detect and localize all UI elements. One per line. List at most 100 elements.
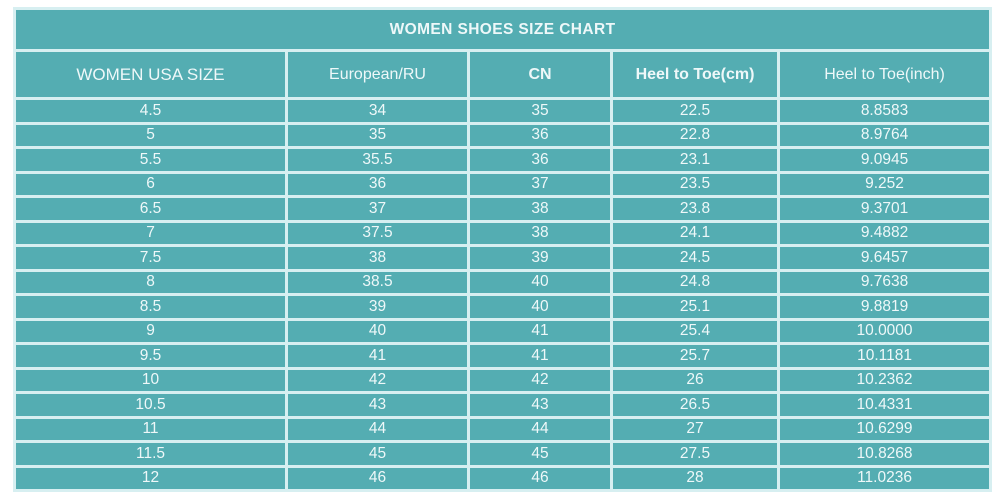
table-row: 6 36 37 23.5 9.252 [16,173,990,195]
table-cell: 28 [613,467,777,489]
table-cell: 6 [16,173,285,195]
table-cell: 8 [16,271,285,293]
table-cell: 27.5 [613,443,777,465]
table-cell: 43 [288,394,467,416]
table-cell: 22.5 [613,100,777,122]
table-cell: 44 [470,418,610,440]
table-cell: 9.0945 [780,149,990,171]
table-cell: 42 [288,369,467,391]
table-row: 8.5 39 40 25.1 9.8819 [16,296,990,318]
table-cell: 46 [288,467,467,489]
table-cell: 9.7638 [780,271,990,293]
table-title-row: WOMEN SHOES SIZE CHART [16,10,990,49]
column-header-heel-to-toe-cm: Heel to Toe(cm) [613,52,777,97]
table-cell: 42 [470,369,610,391]
table-cell: 10.2362 [780,369,990,391]
table-cell: 37 [470,173,610,195]
table-cell: 11 [16,418,285,440]
table-cell: 39 [288,296,467,318]
table-cell: 46 [470,467,610,489]
table-row: 7 37.5 38 24.1 9.4882 [16,222,990,244]
table-row: 5.5 35.5 36 23.1 9.0945 [16,149,990,171]
table-row: 5 35 36 22.8 8.9764 [16,124,990,146]
column-header-usa-size: WOMEN USA SIZE [16,52,285,97]
table-cell: 41 [288,345,467,367]
table-cell: 24.5 [613,247,777,269]
table-row: 4.5 34 35 22.5 8.8583 [16,100,990,122]
table-cell: 25.1 [613,296,777,318]
table-row: 11.5 45 45 27.5 10.8268 [16,443,990,465]
table-cell: 6.5 [16,198,285,220]
table-cell: 9.3701 [780,198,990,220]
table-cell: 34 [288,100,467,122]
table-cell: 7.5 [16,247,285,269]
table-cell: 10 [16,369,285,391]
table-cell: 9.8819 [780,296,990,318]
table-cell: 24.8 [613,271,777,293]
table-row: 10 42 42 26 10.2362 [16,369,990,391]
table-cell: 24.1 [613,222,777,244]
table-cell: 10.5 [16,394,285,416]
table-cell: 8.8583 [780,100,990,122]
table-cell: 9.5 [16,345,285,367]
column-header-european-ru: European/RU [288,52,467,97]
table-row: 9.5 41 41 25.7 10.1181 [16,345,990,367]
table-cell: 26 [613,369,777,391]
table-title: WOMEN SHOES SIZE CHART [16,10,990,49]
table-cell: 23.5 [613,173,777,195]
table-cell: 41 [470,320,610,342]
table-cell: 4.5 [16,100,285,122]
table-cell: 5 [16,124,285,146]
table-row: 7.5 38 39 24.5 9.6457 [16,247,990,269]
table-cell: 37 [288,198,467,220]
table-cell: 11.5 [16,443,285,465]
table-cell: 36 [288,173,467,195]
table-cell: 44 [288,418,467,440]
table-cell: 11.0236 [780,467,990,489]
column-header-cn: CN [470,52,610,97]
table-cell: 8.5 [16,296,285,318]
table-cell: 45 [470,443,610,465]
table-row: 10.5 43 43 26.5 10.4331 [16,394,990,416]
table-cell: 39 [470,247,610,269]
table-cell: 38 [288,247,467,269]
table-cell: 8.9764 [780,124,990,146]
table-cell: 38 [470,222,610,244]
table-cell: 23.1 [613,149,777,171]
table-cell: 27 [613,418,777,440]
table-cell: 35 [470,100,610,122]
table-cell: 40 [470,296,610,318]
table-row: 6.5 37 38 23.8 9.3701 [16,198,990,220]
table-cell: 37.5 [288,222,467,244]
table-cell: 9.252 [780,173,990,195]
table-cell: 23.8 [613,198,777,220]
table-row: 9 40 41 25.4 10.0000 [16,320,990,342]
table-row: 8 38.5 40 24.8 9.7638 [16,271,990,293]
table-cell: 36 [470,124,610,146]
table-row: 12 46 46 28 11.0236 [16,467,990,489]
table-cell: 9 [16,320,285,342]
table-cell: 35 [288,124,467,146]
table-cell: 7 [16,222,285,244]
table-cell: 12 [16,467,285,489]
table-cell: 10.1181 [780,345,990,367]
table-cell: 9.4882 [780,222,990,244]
table-cell: 5.5 [16,149,285,171]
size-table-body: 4.5 34 35 22.5 8.8583 5 35 36 22.8 8.9764 5.5 35.5 3… [16,100,990,489]
table-cell: 40 [470,271,610,293]
table-cell: 10.0000 [780,320,990,342]
table-cell: 38 [470,198,610,220]
table-cell: 45 [288,443,467,465]
table-cell: 35.5 [288,149,467,171]
column-header-heel-to-toe-inch: Heel to Toe(inch) [780,52,990,97]
table-cell: 40 [288,320,467,342]
table-cell: 43 [470,394,610,416]
table-cell: 22.8 [613,124,777,146]
table-cell: 36 [470,149,610,171]
table-cell: 25.7 [613,345,777,367]
table-row: 11 44 44 27 10.6299 [16,418,990,440]
table-cell: 10.8268 [780,443,990,465]
table-cell: 9.6457 [780,247,990,269]
size-chart-table: WOMEN SHOES SIZE CHART WOMEN USA SIZE Eu… [13,7,993,492]
